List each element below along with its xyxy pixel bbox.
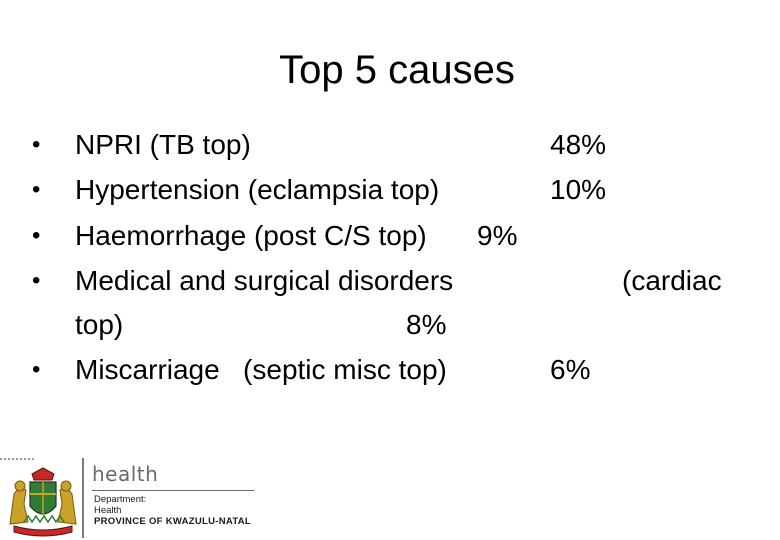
coat-of-arms-icon <box>9 467 77 537</box>
bullet-value: (cardiac <box>622 265 722 296</box>
bullet-value: 6% <box>550 354 591 385</box>
bullet-text: top) <box>75 309 124 340</box>
province-name: PROVINCE OF KWAZULU-NATAL <box>94 516 252 527</box>
slide-title: Top 5 causes <box>279 48 515 92</box>
bullet-text: Haemorrhage (post C/S top) <box>75 220 427 251</box>
bullet-value: 8% <box>406 309 447 340</box>
bullet-dot: • <box>32 131 41 158</box>
bullet-value: 48% <box>550 129 607 160</box>
footer-dotted-rule <box>0 458 34 460</box>
bullet-text: Hypertension (eclampsia top) <box>75 174 440 205</box>
bullet-dot: • <box>32 356 41 383</box>
health-underline <box>92 490 254 491</box>
footer-divider <box>82 458 84 538</box>
bullet-dot: • <box>32 267 41 294</box>
bullet-text: NPRI (TB top) <box>75 129 251 160</box>
bullet-dot: • <box>32 222 41 249</box>
bullet-value: 10% <box>550 174 607 205</box>
bullet-text: Medical and surgical disorders <box>75 265 454 296</box>
bullet-value: 9% <box>477 220 518 251</box>
bullet-list: • NPRI (TB top) 48% • Hypertension (ecla… <box>0 118 780 398</box>
department-name: Health <box>94 505 122 516</box>
footer-logo: health Department: Health PROVINCE OF KW… <box>0 452 300 540</box>
department-label: Department: <box>94 494 147 505</box>
bullet-dot: • <box>32 176 41 203</box>
bullet-text: Miscarriage (septic misc top) <box>75 354 447 385</box>
health-brand: health <box>92 462 159 486</box>
